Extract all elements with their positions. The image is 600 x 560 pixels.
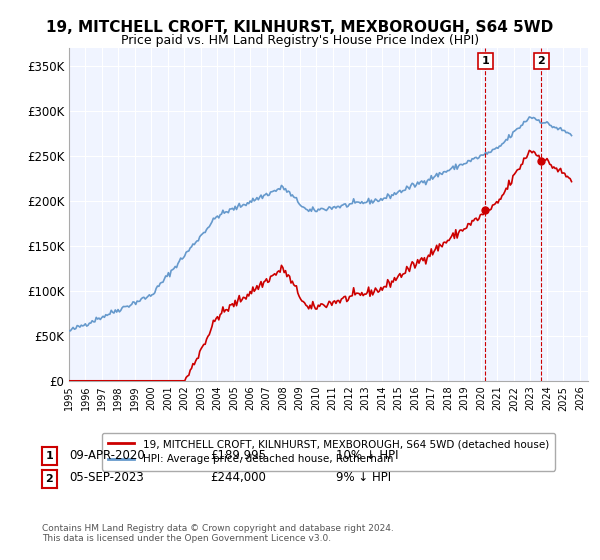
Text: 1: 1	[46, 451, 53, 461]
Text: Contains HM Land Registry data © Crown copyright and database right 2024.
This d: Contains HM Land Registry data © Crown c…	[42, 524, 394, 543]
Text: 2: 2	[46, 474, 53, 484]
Text: Price paid vs. HM Land Registry's House Price Index (HPI): Price paid vs. HM Land Registry's House …	[121, 34, 479, 46]
Text: 09-APR-2020: 09-APR-2020	[69, 449, 145, 462]
Text: 1: 1	[481, 56, 489, 66]
Text: 9% ↓ HPI: 9% ↓ HPI	[336, 471, 391, 484]
Legend: 19, MITCHELL CROFT, KILNHURST, MEXBOROUGH, S64 5WD (detached house), HPI: Averag: 19, MITCHELL CROFT, KILNHURST, MEXBOROUG…	[102, 433, 555, 470]
Text: 05-SEP-2023: 05-SEP-2023	[69, 471, 144, 484]
Text: 10% ↓ HPI: 10% ↓ HPI	[336, 449, 398, 462]
Text: £189,995: £189,995	[210, 449, 266, 462]
Text: 2: 2	[538, 56, 545, 66]
Text: 19, MITCHELL CROFT, KILNHURST, MEXBOROUGH, S64 5WD: 19, MITCHELL CROFT, KILNHURST, MEXBOROUG…	[46, 20, 554, 35]
Text: £244,000: £244,000	[210, 471, 266, 484]
